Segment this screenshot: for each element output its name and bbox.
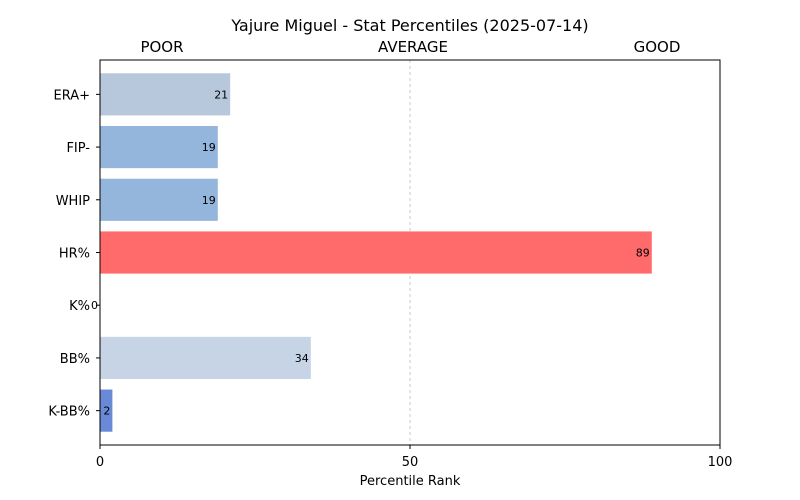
- value-label-1: 19: [202, 141, 216, 154]
- bar-5: [100, 336, 311, 380]
- value-label-6: 2: [103, 405, 110, 418]
- band-label-average: AVERAGE: [378, 38, 448, 56]
- y-tick-label-0: ERA+: [53, 88, 90, 103]
- x-tick-label-0: 0: [96, 455, 104, 470]
- bar-2: [100, 178, 218, 221]
- bar-6: [100, 389, 113, 432]
- band-label-good: GOOD: [634, 38, 681, 56]
- x-axis-label: Percentile Rank: [360, 474, 461, 489]
- value-label-3: 89: [636, 247, 650, 260]
- band-label-poor: POOR: [140, 38, 183, 56]
- y-tick-label-4: K%: [69, 299, 90, 314]
- y-tick-label-2: WHIP: [56, 194, 90, 209]
- bar-3: [100, 231, 652, 274]
- y-tick-label-6: K-BB%: [48, 405, 90, 420]
- value-label-2: 19: [202, 194, 216, 207]
- bar-0: [100, 73, 231, 116]
- y-tick-label-1: FIP-: [66, 141, 90, 156]
- y-tick-label-5: BB%: [60, 352, 90, 367]
- bar-1: [100, 125, 218, 169]
- y-tick-label-3: HR%: [59, 247, 90, 262]
- value-label-5: 34: [295, 352, 309, 365]
- x-tick-label-2: 100: [708, 455, 733, 470]
- x-tick-label-1: 50: [402, 455, 419, 470]
- value-label-0: 21: [214, 88, 228, 101]
- chart-title: Yajure Miguel - Stat Percentiles (2025-0…: [230, 16, 588, 35]
- value-label-4: 0: [91, 299, 98, 312]
